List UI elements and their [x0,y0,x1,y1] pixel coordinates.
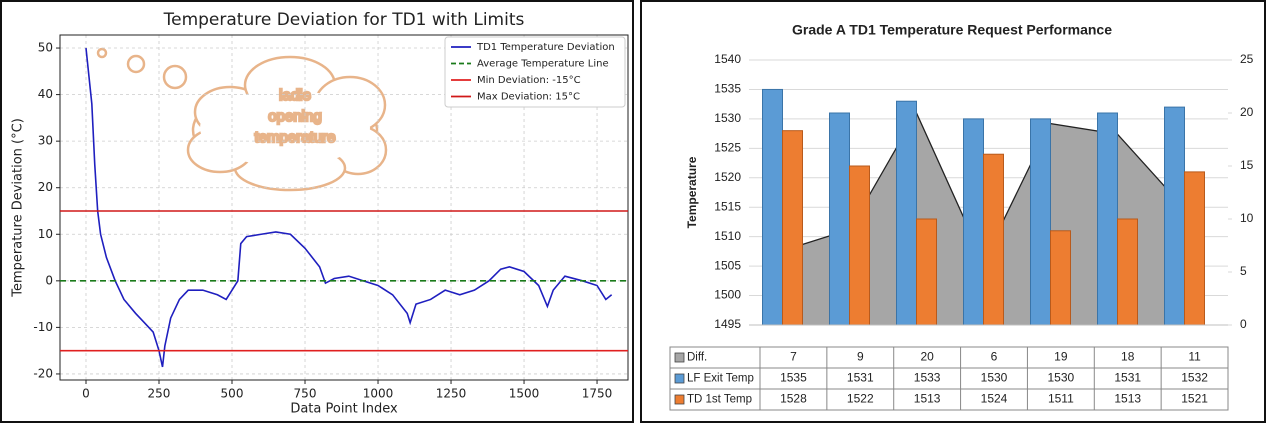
y2-tick-label: 20 [1240,105,1254,119]
table-cell: 1535 [780,371,807,385]
x-axis-label: Data Point Index [290,402,398,417]
legend-label: TD1 Temperature Deviation [476,42,615,53]
bar [984,154,1004,325]
table-cell: 1513 [1114,392,1141,406]
y-tick-label: 30 [38,134,53,148]
legend-label: LF Exit Temp [687,373,754,385]
bar [783,131,803,325]
bar [897,101,917,325]
x-tick-label: 750 [294,387,317,401]
y-tick-label: 1495 [714,317,741,331]
table-cell: 1532 [1181,371,1208,385]
table-cell: 1531 [1114,371,1141,385]
annotation-text: ladle [279,87,311,104]
annotation-text: opening [268,108,321,125]
bar [1165,107,1185,325]
table-cell: 1533 [914,371,941,385]
legend-label: Average Temperature Line [477,59,609,70]
y2-tick-label: 10 [1240,211,1254,225]
y2-tick-label: 25 [1240,52,1254,66]
table-cell: 9 [857,350,864,364]
table-cell: 18 [1121,350,1135,364]
y-axis-label: Temperature [685,156,699,228]
y-axis-label: Temperature Deviation (°C) [11,118,26,298]
y-tick-label: 1515 [714,199,741,213]
screenshot: ladle opening temperature Temperature Devi… [0,0,1266,423]
x-tick-label: 250 [148,387,171,401]
legend-label: TD 1st Temp [687,394,752,406]
annotation-text: temperature [255,129,336,146]
chart-title: Temperature Deviation for TD1 with Limit… [163,10,525,30]
x-tick-label: 1500 [509,387,540,401]
legend-label: Min Deviation: -15°C [477,75,581,86]
y-tick-label: 1520 [714,170,741,184]
table-cell: 20 [920,350,934,364]
table-cell: 1530 [1048,371,1075,385]
table-cell: 1531 [847,371,874,385]
table-cell: 19 [1054,350,1068,364]
y-tick-label: 1505 [714,258,741,272]
bar [763,89,783,325]
bar [964,119,984,325]
legend-label: Max Deviation: 15°C [477,92,580,103]
x-tick-label: 0 [82,387,90,401]
bar [1051,231,1071,325]
y-tick-label: -10 [33,320,53,334]
table-cell: 1528 [780,392,807,406]
table-cell: 1524 [981,392,1008,406]
table-cell: 1521 [1181,392,1208,406]
x-tick-label: 1250 [436,387,467,401]
bar [850,166,870,325]
bar [1031,119,1051,325]
table-cell: 7 [790,350,797,364]
table-cell: 1511 [1048,392,1074,406]
table-cell: 11 [1188,350,1201,364]
y-tick-label: 1525 [714,141,741,155]
table-cell: 1513 [914,392,941,406]
bar [830,113,850,325]
y-tick-label: 1540 [714,52,741,66]
legend-swatch [675,395,684,404]
table-cell: 1530 [981,371,1008,385]
bar [1185,172,1205,325]
y-tick-label: 10 [38,227,53,241]
y-tick-label: 1510 [714,229,741,243]
y-tick-label: 0 [45,273,53,287]
legend-label: Diff. [687,352,707,364]
y2-tick-label: 0 [1240,317,1247,331]
y-tick-label: 20 [38,180,53,194]
table-cell: 1522 [847,392,874,406]
page: ladle opening temperature Temperature Devi… [0,0,1266,423]
chart-title: Grade A TD1 Temperature Request Performa… [792,22,1112,38]
y-tick-label: 1500 [714,288,741,302]
bar [917,219,937,325]
bar [1098,113,1118,325]
y-tick-label: 50 [38,41,53,55]
legend-swatch [675,353,684,362]
y2-tick-label: 15 [1240,158,1254,172]
y-tick-label: 1535 [714,82,741,96]
bar [1118,219,1138,325]
y2-tick-label: 5 [1240,264,1247,278]
x-tick-label: 1750 [582,387,613,401]
y-tick-label: 1530 [714,111,741,125]
x-tick-label: 500 [221,387,244,401]
x-tick-label: 1000 [363,387,394,401]
y-tick-label: -20 [33,366,53,380]
legend-swatch [675,374,684,383]
table-cell: 6 [991,350,998,364]
y-tick-label: 40 [38,87,53,101]
